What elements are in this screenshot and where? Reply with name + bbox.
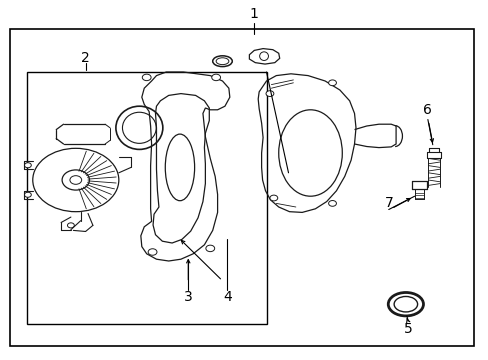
Ellipse shape	[165, 134, 194, 201]
Text: 1: 1	[249, 8, 258, 21]
Circle shape	[33, 148, 119, 212]
Circle shape	[24, 192, 31, 197]
Circle shape	[62, 170, 89, 190]
Circle shape	[269, 195, 277, 201]
Text: 2: 2	[81, 51, 90, 64]
Ellipse shape	[278, 110, 342, 196]
Ellipse shape	[216, 58, 228, 65]
Text: 3: 3	[183, 290, 192, 304]
Circle shape	[70, 176, 81, 184]
Ellipse shape	[393, 297, 417, 312]
Circle shape	[67, 223, 74, 228]
Bar	[10, 29, 473, 346]
Circle shape	[211, 74, 220, 81]
Ellipse shape	[122, 112, 156, 143]
Circle shape	[328, 80, 336, 86]
Text: 5: 5	[403, 323, 412, 336]
Ellipse shape	[259, 52, 268, 60]
Text: 7: 7	[384, 197, 392, 210]
Ellipse shape	[116, 106, 163, 149]
Ellipse shape	[387, 292, 423, 316]
Circle shape	[205, 245, 214, 252]
Ellipse shape	[212, 56, 232, 67]
Circle shape	[265, 91, 273, 96]
Bar	[27, 72, 266, 324]
Circle shape	[328, 201, 336, 206]
Circle shape	[148, 249, 157, 255]
Text: 4: 4	[223, 290, 231, 304]
Text: 6: 6	[423, 103, 431, 117]
Circle shape	[24, 163, 31, 168]
Circle shape	[142, 74, 151, 81]
